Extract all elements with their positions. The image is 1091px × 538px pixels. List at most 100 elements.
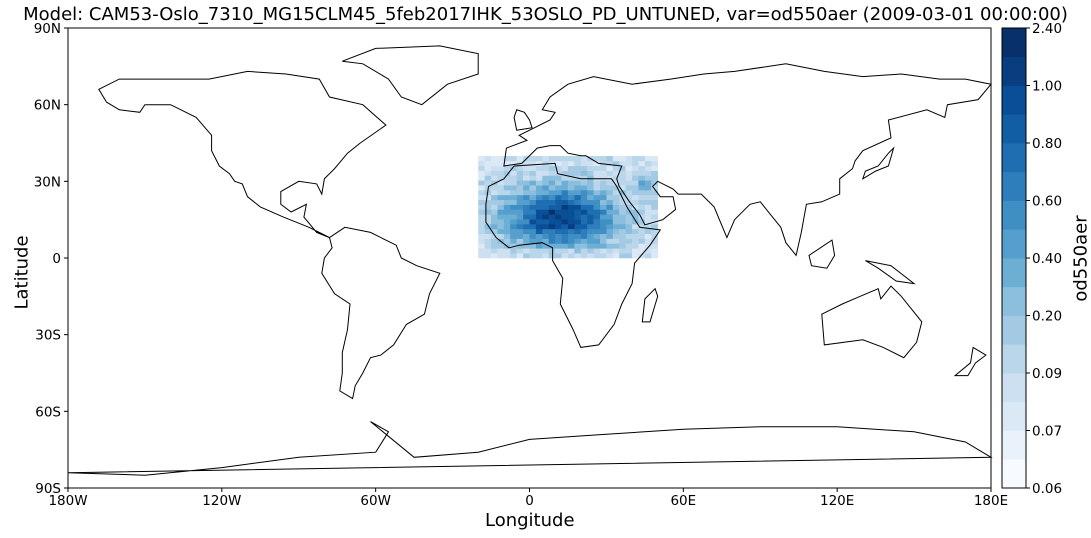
y-tick-label: 30N [34, 174, 61, 190]
aod-cell [587, 199, 594, 205]
aod-cell [561, 199, 569, 205]
colorbar-tick-label: 1.00 [1032, 79, 1062, 95]
aod-cell [600, 175, 607, 181]
aod-cell [567, 224, 575, 230]
colorbar-swatch [1002, 56, 1026, 86]
aod-cell [580, 238, 588, 244]
aod-cell [516, 214, 524, 220]
aod-cell [587, 224, 594, 230]
aod-cell [535, 165, 543, 171]
aod-cell [523, 219, 530, 225]
aod-cell [516, 165, 524, 171]
aod-cell [542, 175, 550, 181]
aod-cell [567, 243, 575, 249]
aod-cell [503, 204, 511, 210]
aod-cell [535, 160, 543, 167]
aod-cell [523, 190, 530, 196]
aod-cell [523, 199, 530, 205]
aod-cell [542, 204, 550, 210]
aod-cell [561, 253, 569, 259]
aod-cell [542, 160, 550, 167]
aod-cell [523, 165, 530, 171]
aod-cell [600, 204, 607, 210]
aod-cell [580, 160, 588, 167]
aod-cell [587, 204, 594, 210]
aod-cell [600, 185, 607, 191]
aod-cell [516, 185, 524, 191]
aod-cell [542, 248, 550, 254]
aod-cell [478, 214, 485, 220]
aod-cell [638, 219, 646, 225]
aod-cell [644, 228, 652, 235]
aod-cell [542, 224, 550, 230]
aod-cell [567, 199, 575, 205]
aod-cell [632, 180, 639, 186]
aod-cell [567, 228, 575, 235]
aod-cell [612, 228, 620, 235]
aod-cell [593, 204, 601, 210]
aod-cell [574, 243, 582, 249]
aod-cell [535, 190, 543, 196]
aod-cell [593, 214, 601, 220]
aod-cell [484, 199, 492, 205]
coastline-south-america [321, 226, 441, 400]
aod-cell [606, 160, 614, 167]
aod-cell [625, 165, 633, 171]
aod-cell [638, 228, 646, 235]
aod-cell [574, 209, 582, 215]
colorbar-swatch [1002, 200, 1026, 230]
aod-cell [478, 170, 485, 176]
aod-cell [497, 209, 505, 215]
aod-cell [644, 209, 652, 215]
aod-cell [638, 175, 646, 181]
aod-cell [580, 243, 588, 249]
aod-field [478, 156, 658, 259]
aod-cell [567, 165, 575, 171]
aod-cell [606, 238, 614, 244]
aod-cell [593, 180, 601, 186]
aod-cell [600, 224, 607, 230]
aod-cell [523, 185, 530, 191]
aod-cell [491, 219, 498, 225]
aod-cell [510, 209, 517, 215]
aod-cell [651, 243, 658, 249]
aod-cell [632, 165, 639, 171]
aod-cell [484, 253, 492, 259]
colorbar-tick-label: 0.40 [1032, 251, 1062, 267]
aod-cell [625, 194, 633, 201]
aod-cell [638, 170, 646, 176]
aod-cell [619, 238, 626, 244]
colorbar-tick-label: 0.06 [1032, 481, 1062, 497]
aod-cell [491, 175, 498, 181]
aod-cell [529, 165, 537, 171]
aod-cell [574, 224, 582, 230]
coastline-new-zealand [953, 346, 987, 377]
aod-cell [542, 238, 550, 244]
aod-cell [619, 199, 626, 205]
coastlines [67, 45, 993, 476]
aod-cell [567, 214, 575, 220]
aod-cell [561, 190, 569, 196]
coastline-japan [861, 146, 895, 180]
aod-cell [497, 248, 505, 254]
aod-cell [600, 190, 607, 196]
aod-cell [510, 165, 517, 171]
aod-cell [567, 204, 575, 210]
aod-cell [580, 248, 588, 254]
aod-cell [625, 233, 633, 239]
aod-cell [625, 190, 633, 196]
colorbar-swatch [1002, 401, 1026, 431]
aod-cell [632, 243, 639, 249]
aod-cell [587, 243, 594, 249]
aod-cell [638, 185, 646, 191]
aod-cell [644, 248, 652, 254]
colorbar-tick-label: 2.40 [1032, 21, 1062, 37]
aod-cell [638, 180, 646, 186]
x-ticks: 180W 120W 60W 0 60E 120E 180E [48, 488, 1008, 509]
aod-cell [593, 170, 601, 176]
aod-cell [644, 204, 652, 210]
aod-cell [600, 194, 607, 201]
aod-cell [510, 156, 517, 162]
aod-cell [510, 224, 517, 230]
aod-cell [619, 156, 626, 162]
